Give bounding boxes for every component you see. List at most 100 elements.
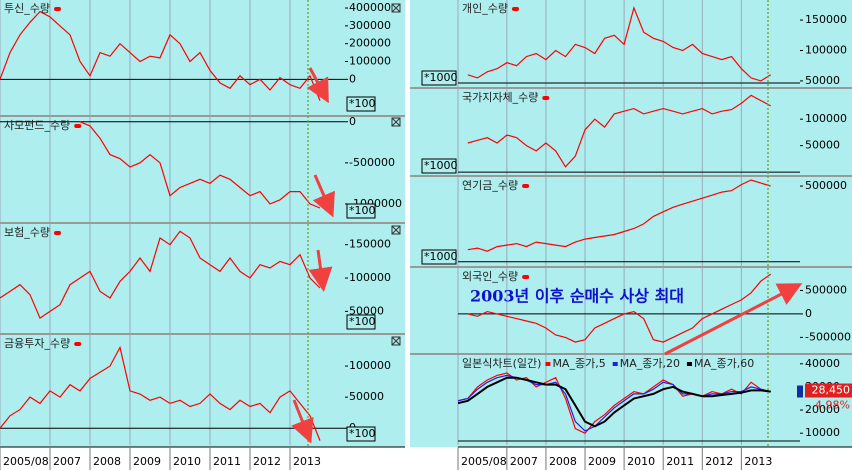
panel-title: 투신_수량 [4, 2, 50, 15]
x-tick-label: 2010 [627, 455, 655, 468]
y-tick-label: 200000 [349, 37, 391, 50]
legend-marker [545, 362, 551, 366]
title-marker [53, 7, 61, 11]
series-line [467, 94, 771, 168]
y-tick-label: 50000 [805, 139, 840, 152]
y-tick-label: 50000 [805, 74, 840, 87]
unit-label: *1000 [424, 159, 458, 172]
unit-box [346, 426, 376, 442]
panel-separator [0, 115, 405, 117]
series-line [467, 179, 771, 252]
x-tick-label: 2012 [705, 455, 733, 468]
last-price-label: 28,450 [812, 384, 851, 397]
series-line [458, 374, 771, 432]
y-tick-label: 300000 [349, 19, 391, 32]
unit-box [421, 158, 457, 174]
panel-title: 연기금_수량 [462, 179, 518, 192]
series-line [0, 10, 321, 101]
x-tick-label: 2005/08 [3, 455, 49, 468]
y-tick-label: 150000 [349, 238, 391, 251]
right-pane [410, 0, 852, 447]
y-tick-label: 150000 [805, 13, 847, 26]
x-tick-label: 2009 [133, 455, 161, 468]
x-tick-label: 2013 [293, 455, 321, 468]
panel-title: 일본식차트(일간) [462, 356, 541, 370]
panel-separator [0, 333, 405, 335]
panel-separator [410, 353, 852, 355]
x-tick-label: 2010 [173, 455, 201, 468]
unit-label: *1000 [424, 71, 458, 84]
series-line [458, 372, 771, 434]
y-tick-label: 40000 [805, 357, 840, 370]
y-tick-label: 20000 [805, 403, 840, 416]
y-tick-label: 500000 [805, 179, 847, 192]
panel-separator [410, 266, 852, 268]
unit-box [346, 96, 376, 112]
change-label: 4.98% [815, 399, 850, 412]
title-marker [522, 275, 530, 279]
y-tick-label: 100000 [349, 55, 391, 68]
legend-marker [686, 362, 692, 366]
last-price-box [805, 383, 852, 398]
y-tick-label: 100000 [349, 271, 391, 284]
title-marker [53, 231, 61, 235]
x-tick-label: 2005/08 [461, 455, 507, 468]
x-tick-label: 2007 [53, 455, 81, 468]
y-tick-label: 0 [805, 307, 812, 320]
unit-label: *100 [349, 204, 376, 217]
legend-label: MA_종가,60 [694, 357, 754, 370]
unit-label: *100 [349, 97, 376, 110]
legend-label: MA_종가,20 [620, 357, 680, 370]
panel-separator [410, 175, 852, 177]
y-tick-label: 0 [349, 115, 356, 128]
y-tick-label: 50000 [349, 304, 384, 317]
series-line [0, 345, 321, 441]
x-tick-label: 2013 [744, 455, 772, 468]
x-tick-label: 2009 [588, 455, 616, 468]
y-tick-label: 400000 [349, 1, 391, 14]
panel-title: 보험_수량 [4, 226, 50, 239]
unit-label: *100 [349, 315, 376, 328]
y-tick-label: 0 [349, 72, 356, 85]
legend-marker [612, 362, 618, 366]
unit-box [346, 314, 376, 330]
panel-separator [410, 87, 852, 89]
title-marker [542, 96, 550, 100]
unit-label: *100 [349, 427, 376, 440]
panel-title: 외국인_수량 [462, 270, 518, 283]
y-tick-label: 100000 [349, 359, 391, 372]
title-marker [74, 124, 82, 128]
unit-box [346, 203, 376, 219]
panel-title: 금융투자_수량 [4, 337, 70, 350]
y-tick-label: 10000 [805, 426, 840, 439]
y-tick-label: -500000 [349, 156, 395, 169]
markers [307, 0, 769, 447]
unit-label: *1000 [424, 250, 458, 263]
x-tick-label: 2008 [93, 455, 121, 468]
x-tick-label: 2012 [253, 455, 281, 468]
panel-title: 사모펀드_수량 [4, 119, 70, 132]
y-tick-label: 500000 [805, 283, 847, 296]
y-tick-label: 50000 [349, 390, 384, 403]
title-marker [74, 342, 82, 346]
legend-label: MA_종가,5 [552, 357, 605, 370]
series-line [79, 121, 321, 209]
panel-title: 국가지자체_수량 [462, 91, 538, 104]
panel-separator [0, 222, 405, 224]
x-tick-label: 2008 [549, 455, 577, 468]
annotation: 2003년 이후 순매수 사상 최대 [470, 287, 684, 306]
x-tick-label: 2011 [666, 455, 694, 468]
y-tick-label: -500000 [805, 330, 851, 343]
series-line [458, 376, 771, 428]
panel-title: 개인_수량 [462, 2, 508, 15]
unit-box [421, 249, 457, 265]
x-tick-label: 2007 [510, 455, 538, 468]
title-marker [522, 184, 530, 188]
unit-box [421, 70, 457, 86]
series-line [467, 6, 772, 82]
y-tick-label: 100000 [805, 112, 847, 125]
series-line [0, 230, 321, 320]
arrows [291, 67, 803, 444]
x-tick-label: 2011 [213, 455, 241, 468]
